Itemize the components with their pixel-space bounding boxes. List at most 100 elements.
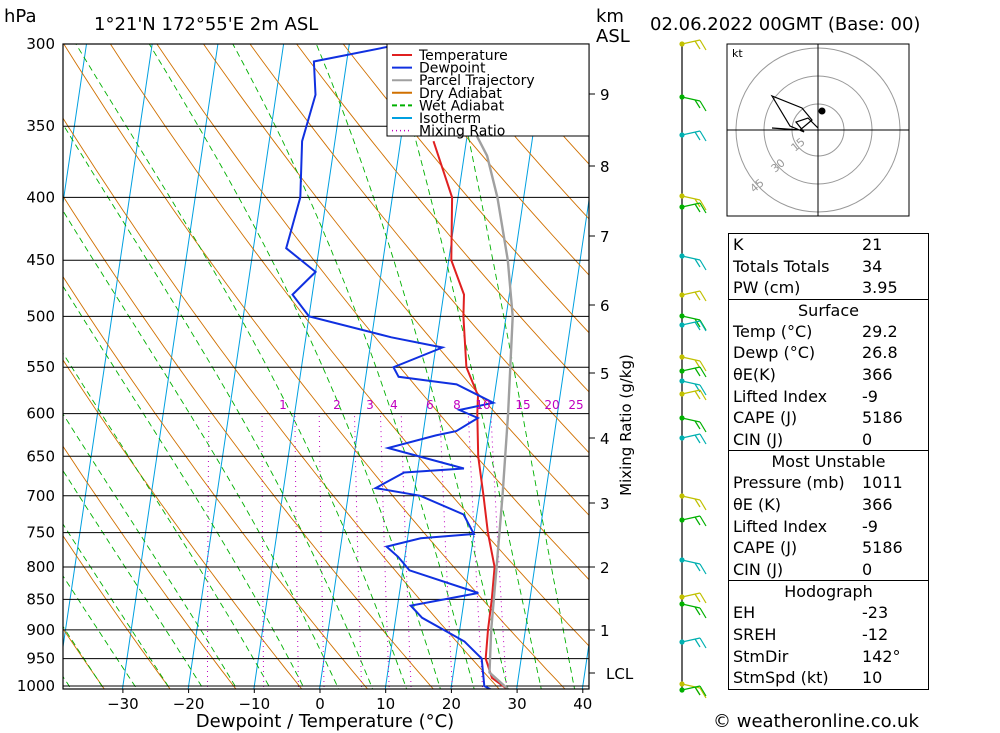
mu-li-value: -9 — [862, 516, 878, 536]
barb-flag — [699, 259, 707, 271]
pw-label: PW (cm) — [733, 278, 801, 298]
surface-temp-label: Temp (°C) — [733, 321, 813, 341]
pw-value: 3.95 — [862, 278, 898, 298]
mixing-ratio-label: 6 — [426, 398, 434, 412]
hodograph-title: Hodograph — [784, 582, 873, 602]
barb-flag — [699, 687, 707, 699]
barb-flag — [694, 367, 701, 377]
height-tick-label: 1 — [600, 622, 610, 640]
barb-flag — [694, 390, 701, 400]
isotherm-line — [63, 44, 88, 207]
legend-entry: Dry Adiabat — [419, 86, 502, 102]
barb-flag — [694, 131, 701, 141]
hodograph-trace — [770, 94, 819, 133]
wet-adiabat-line — [63, 210, 340, 689]
dry-adiabat-line — [63, 445, 237, 689]
pressure-tick-label: 500 — [26, 307, 55, 325]
barb-flag — [694, 318, 701, 328]
barb-shaft — [681, 315, 701, 321]
pressure-tick-label: 800 — [26, 558, 55, 576]
mixing-ratio-line — [207, 413, 210, 689]
stmspd-label: StmSpd (kt) — [733, 668, 829, 688]
barb-flag — [694, 434, 701, 444]
surface-dewp-label: Dewp (°C) — [733, 343, 816, 363]
barb-flag — [694, 638, 701, 648]
credit-text: © weatheronline.co.uk — [713, 711, 919, 732]
barb-flag — [699, 499, 707, 511]
dry-adiabat-line — [156, 44, 589, 581]
isotherm-line — [63, 44, 153, 651]
pressure-tick-label: 400 — [26, 188, 55, 206]
wet-adiabat-line — [63, 352, 272, 689]
mu-pressure-label: Pressure (mb) — [733, 473, 845, 493]
surface-section: Surface Temp (°C) 29.2 Dewp (°C) 26.8 θE(K… — [729, 298, 928, 451]
pressure-tick-label: 900 — [26, 621, 55, 639]
dry-adiabat-line — [249, 44, 589, 454]
dewpoint-line — [285, 44, 497, 689]
wet-adiabat-line — [63, 575, 138, 689]
surface-cin-value: 0 — [862, 429, 873, 449]
most-unstable-title: Most Unstable — [771, 452, 886, 472]
mixing-ratio-label: 1 — [279, 398, 287, 412]
mu-thetae-value: 366 — [862, 494, 893, 514]
wet-adiabat-line — [63, 413, 238, 689]
mixing-ratio-label: 3 — [366, 398, 374, 412]
height-tick-label: 4 — [600, 430, 610, 448]
legend-entry: Isotherm — [419, 111, 481, 127]
mixing-ratio-line — [380, 413, 390, 689]
barb-flag — [699, 389, 707, 401]
datetime-title: 02.06.2022 00GMT (Base: 00) — [650, 14, 920, 35]
barb-flag — [699, 320, 707, 332]
barb-shaft — [681, 637, 701, 643]
dry-adiabat-line — [109, 44, 589, 647]
plot-frame — [62, 43, 590, 690]
axes: 3003504004505005506006507007508008509009… — [17, 35, 610, 713]
pressure-tick-label: 350 — [26, 117, 55, 135]
temperature-line — [432, 140, 509, 689]
mixing-ratio-line — [439, 413, 453, 689]
totals-totals-value: 34 — [862, 256, 883, 276]
barb-flag — [699, 421, 707, 433]
height-tick-label: 6 — [600, 297, 610, 315]
surface-thetae-label: θE(K) — [733, 364, 776, 384]
location-title: 1°21'N 172°55'E 2m ASL — [94, 14, 318, 35]
barb-flag — [699, 202, 707, 214]
barb-flag — [699, 366, 707, 378]
pressure-tick-label: 450 — [26, 251, 55, 269]
mixing-ratio-line — [490, 413, 508, 689]
dry-adiabat-line — [63, 117, 500, 689]
dry-adiabat-line — [63, 627, 105, 689]
eh-value: -23 — [862, 603, 889, 623]
barb-shaft — [681, 389, 701, 395]
parcel-trajectory-line — [470, 125, 514, 689]
barb-shaft — [681, 366, 701, 372]
wet-adiabat-line — [63, 469, 204, 689]
barb-flag — [694, 606, 701, 616]
mixing-ratio-label: 8 — [453, 398, 461, 412]
most-unstable-section: Most Unstable Pressure (mb) 1011 θE (K) 36… — [729, 450, 928, 580]
mu-cape-label: CAPE (J) — [733, 538, 798, 558]
barb-shaft — [681, 433, 701, 439]
barb-shaft — [681, 130, 701, 136]
pressure-tick-label: 600 — [26, 405, 55, 423]
lcl-label: LCL — [606, 665, 634, 683]
indices-table: K 21 Totals Totals 34 PW (cm) 3.95 Surface … — [728, 233, 929, 690]
x-tick-label: −20 — [173, 695, 205, 713]
barb-flag — [694, 593, 701, 603]
surface-thetae-value: 366 — [862, 364, 893, 384]
barb-flag — [694, 321, 701, 331]
barb-shaft — [681, 96, 701, 102]
height-tick-label: 8 — [600, 158, 610, 176]
isotherm-line — [0, 7, 26, 712]
barb-shaft — [681, 39, 701, 45]
isotherm-line — [516, 196, 589, 689]
barb-shaft — [681, 495, 701, 501]
wet-adiabat-line — [388, 44, 542, 689]
dry-adiabat-line — [342, 44, 589, 334]
x-tick-label: 10 — [376, 695, 395, 713]
mixing-ratio-label: 4 — [390, 398, 398, 412]
dry-adiabat-line — [296, 44, 589, 393]
isotherm-line — [253, 44, 350, 689]
